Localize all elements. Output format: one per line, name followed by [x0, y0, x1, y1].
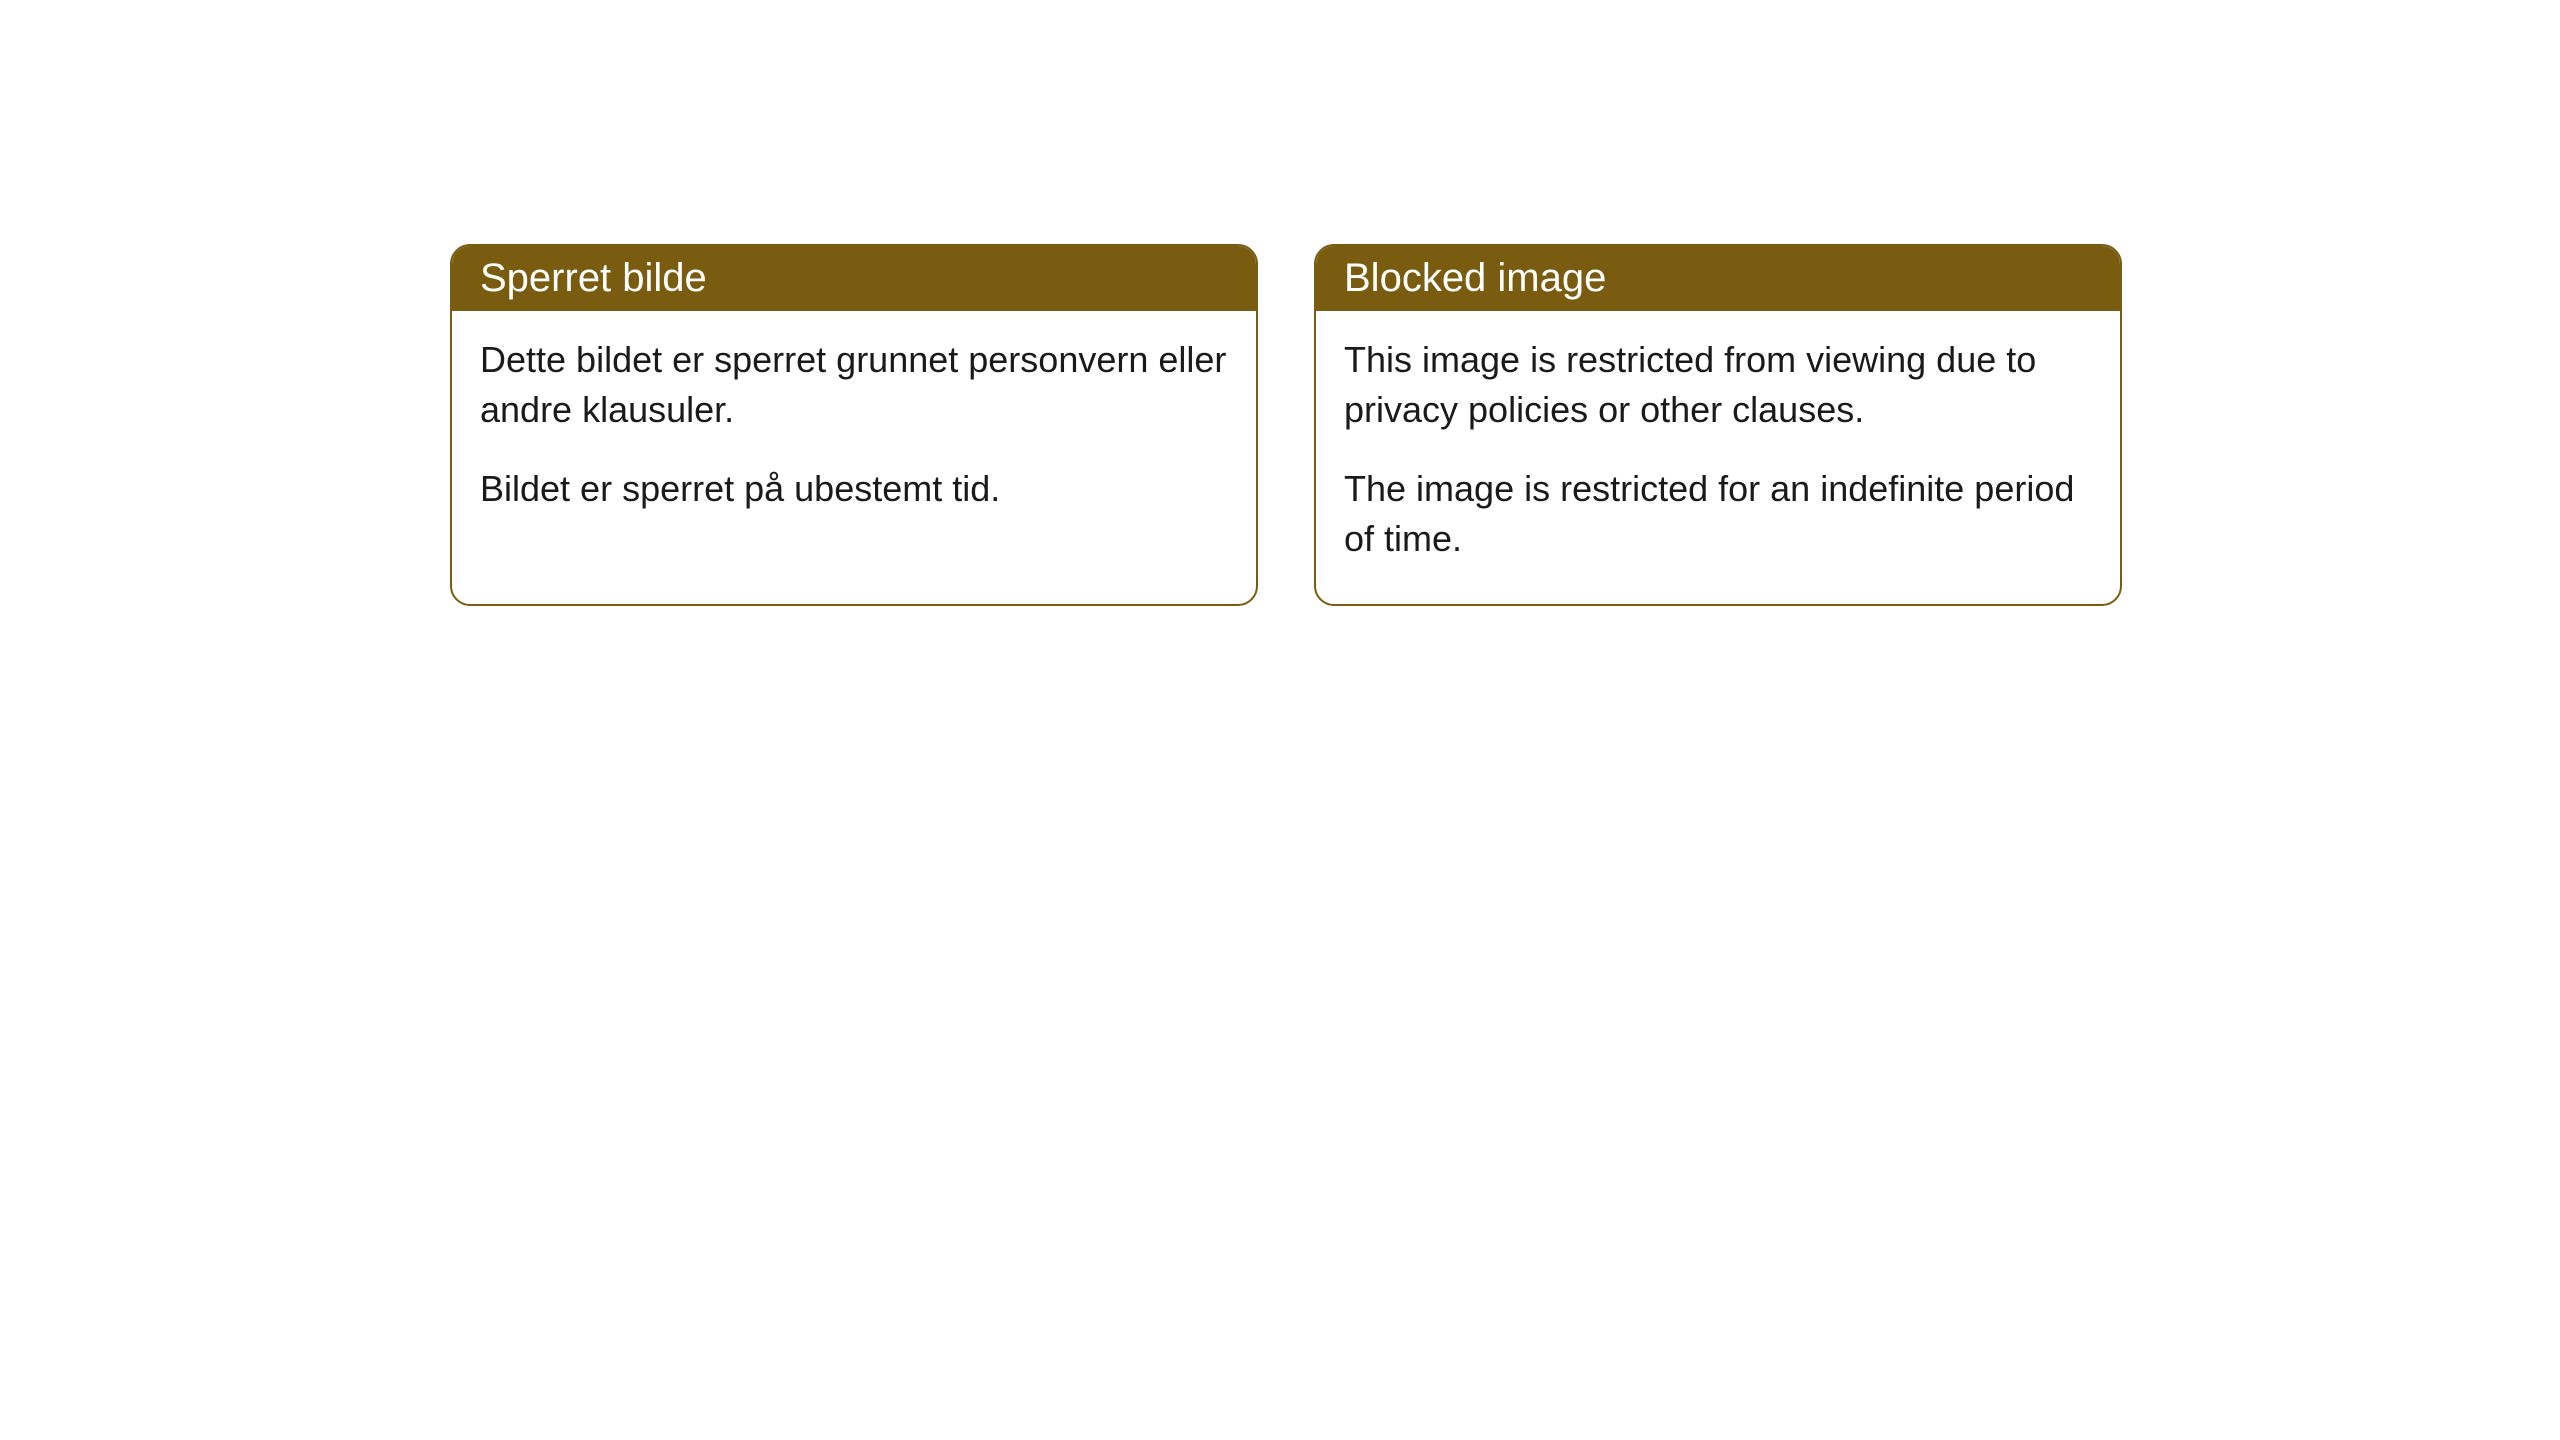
card-header-norwegian: Sperret bilde — [452, 246, 1256, 311]
card-paragraph-1-english: This image is restricted from viewing du… — [1344, 335, 2092, 434]
card-body-norwegian: Dette bildet er sperret grunnet personve… — [452, 311, 1256, 554]
card-body-english: This image is restricted from viewing du… — [1316, 311, 2120, 604]
card-paragraph-1-norwegian: Dette bildet er sperret grunnet personve… — [480, 335, 1228, 434]
card-paragraph-2-norwegian: Bildet er sperret på ubestemt tid. — [480, 464, 1228, 514]
blocked-image-card-english: Blocked image This image is restricted f… — [1314, 244, 2122, 606]
card-paragraph-2-english: The image is restricted for an indefinit… — [1344, 464, 2092, 563]
notice-cards-container: Sperret bilde Dette bildet er sperret gr… — [450, 244, 2122, 606]
card-header-english: Blocked image — [1316, 246, 2120, 311]
card-title-norwegian: Sperret bilde — [480, 256, 707, 300]
blocked-image-card-norwegian: Sperret bilde Dette bildet er sperret gr… — [450, 244, 1258, 606]
card-title-english: Blocked image — [1344, 256, 1606, 300]
